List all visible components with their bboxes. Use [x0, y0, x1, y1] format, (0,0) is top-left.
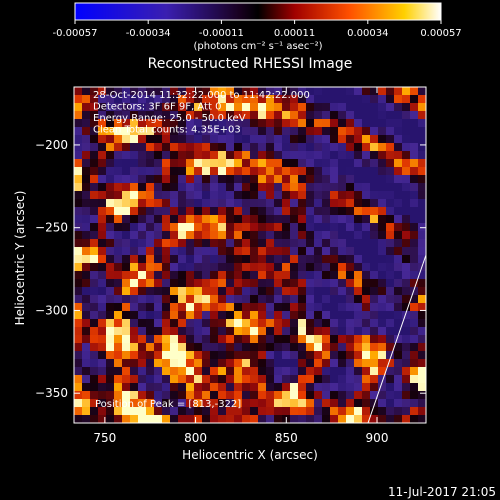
- x-tick-label: 900: [366, 431, 389, 445]
- colorbar-ticks: -0.00057 -0.00034 -0.00011 0.00011 0.00034 0.…: [53, 20, 462, 39]
- annotation-block: 28-Oct-2014 11:32:22.000 to 11:42:22.000…: [93, 90, 310, 136]
- annotation-line: Clean Total counts: 4.35E+03: [93, 125, 241, 136]
- colorbar-tick-label: 0.00034: [347, 28, 388, 39]
- footer-timestamp: 11-Jul-2017 21:05: [388, 485, 496, 499]
- y-tick-label: −350: [35, 386, 68, 400]
- limb-line: [367, 254, 426, 423]
- annotation-line: 28-Oct-2014 11:32:22.000 to 11:42:22.000: [93, 90, 310, 101]
- x-axis-label: Heliocentric X (arcsec): [182, 448, 318, 462]
- colorbar-tick-label: 0.00057: [420, 28, 461, 39]
- colorbar: [74, 2, 442, 21]
- colorbar-tick-label: -0.00057: [53, 28, 98, 39]
- x-tick-label: 750: [93, 431, 116, 445]
- y-axis-label: Heliocentric Y (arcsec): [13, 191, 27, 326]
- colorbar-unit-label: (photons cm⁻² s⁻¹ asec⁻²): [193, 41, 322, 52]
- peak-position-label: Position of Peak = [813,-322]: [95, 399, 241, 410]
- colorbar-tick-label: -0.00011: [199, 28, 244, 39]
- chart-title: Reconstructed RHESSI Image: [148, 56, 353, 72]
- plot-frame: [73, 86, 427, 424]
- x-tick-label: 850: [275, 431, 298, 445]
- annotation-line: Energy Range: 25.0 - 50.0 keV: [93, 113, 246, 124]
- colorbar-tick-label: -0.00034: [126, 28, 171, 39]
- colorbar-tick-label: 0.00011: [274, 28, 315, 39]
- annotation-line: Detectors: 3F 6F 9F, Att 0: [93, 102, 221, 113]
- x-axis: 750 800 850 900: [93, 87, 388, 445]
- x-tick-label: 800: [184, 431, 207, 445]
- y-tick-label: −300: [35, 303, 68, 317]
- y-axis: −200 −250 −300 −350: [35, 138, 426, 400]
- y-tick-label: −200: [35, 138, 68, 152]
- heatmap-image: [74, 87, 426, 423]
- y-tick-label: −250: [35, 221, 68, 235]
